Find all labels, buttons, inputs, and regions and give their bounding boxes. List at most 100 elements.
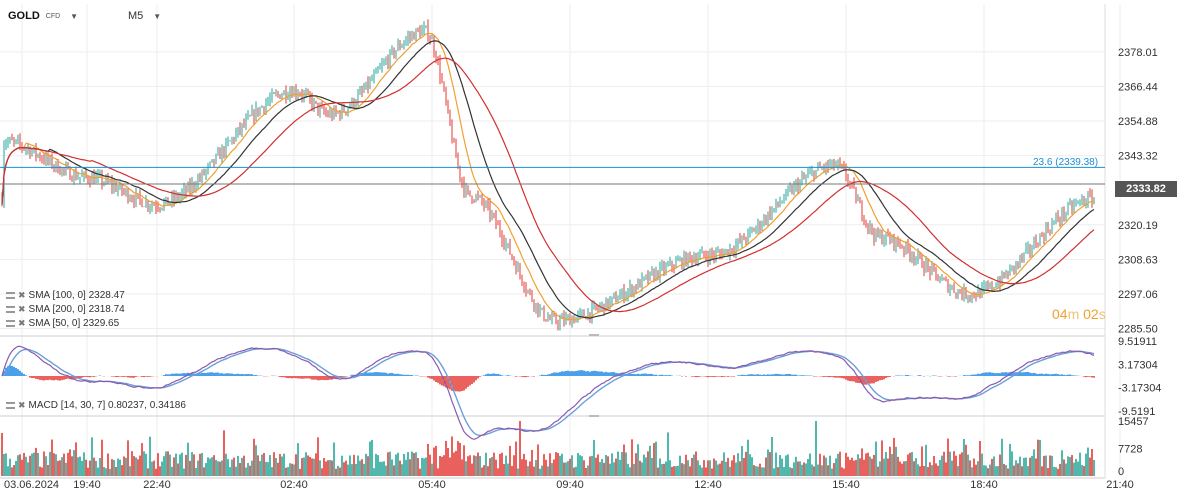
volume-bar <box>613 462 615 476</box>
volume-bar <box>795 456 797 476</box>
legend-sma-100[interactable]: ✖ SMA [100, 0] 2328.47 <box>6 290 125 301</box>
volume-bar <box>757 466 759 476</box>
volume-bar <box>881 440 883 476</box>
volume-bar <box>335 468 337 476</box>
volume-bar <box>169 454 171 476</box>
volume-bar <box>703 460 705 476</box>
volume-bar <box>805 463 807 476</box>
volume-bar <box>695 451 697 476</box>
volume-bar <box>539 468 541 476</box>
volume-bar <box>835 458 837 476</box>
volume-bar <box>637 444 639 476</box>
volume-bar <box>229 467 231 476</box>
volume-bar <box>631 439 633 476</box>
volume-bar <box>521 459 523 476</box>
volume-bar <box>223 430 225 476</box>
volume-bar <box>681 463 683 476</box>
volume-bar <box>923 465 925 476</box>
volume-bar <box>975 464 977 476</box>
volume-bar <box>887 458 889 476</box>
volume-bar <box>163 456 165 476</box>
indicator-settings-icon[interactable] <box>6 306 15 313</box>
volume-bar <box>945 462 947 476</box>
volume-bar <box>63 453 65 476</box>
volume-bar <box>991 458 993 476</box>
indicator-settings-icon[interactable] <box>6 292 15 299</box>
volume-bar <box>661 464 663 476</box>
volume-bar <box>697 460 699 476</box>
symbol-dropdown-icon[interactable]: ▼ <box>70 11 79 21</box>
volume-bar <box>431 463 433 476</box>
volume-bar <box>815 421 817 476</box>
indicator-settings-icon[interactable] <box>6 402 15 409</box>
volume-bar <box>211 457 213 476</box>
x-tick-label: 22:40 <box>143 479 171 491</box>
remove-indicator-icon[interactable]: ✖ <box>18 290 26 300</box>
x-tick-label: 09:40 <box>556 479 584 491</box>
volume-bar <box>801 464 803 476</box>
remove-indicator-icon[interactable]: ✖ <box>18 400 26 410</box>
volume-bar <box>167 451 169 476</box>
volume-bar <box>89 460 91 476</box>
volume-bar <box>27 462 29 476</box>
volume-bar <box>855 459 857 476</box>
volume-bar <box>977 461 979 476</box>
volume-bar <box>97 467 99 476</box>
volume-bar <box>279 454 281 476</box>
remove-indicator-icon[interactable]: ✖ <box>18 318 26 328</box>
legend-macd[interactable]: ✖ MACD [14, 30, 7] 0.80237, 0.34186 <box>6 400 186 411</box>
remove-indicator-icon[interactable]: ✖ <box>18 304 26 314</box>
volume-bar <box>233 457 235 476</box>
volume-bar <box>421 457 423 476</box>
volume-bar <box>853 460 855 476</box>
volume-bar <box>979 440 981 476</box>
volume-bar <box>209 458 211 476</box>
volume-bar <box>957 466 959 476</box>
timeframe-dropdown-icon[interactable]: ▼ <box>153 11 162 21</box>
volume-bar <box>399 460 401 476</box>
volume-bar <box>1065 463 1067 476</box>
legend-macd-label: MACD [14, 30, 7] 0.80237, 0.34186 <box>28 400 186 411</box>
volume-bar <box>663 463 665 476</box>
volume-bar <box>785 455 787 476</box>
volume-bar <box>731 460 733 476</box>
volume-bar <box>523 453 525 476</box>
volume-bar <box>257 455 259 476</box>
volume-bar <box>353 454 355 476</box>
volume-bar <box>193 454 195 476</box>
volume-bar <box>285 467 287 476</box>
volume-bar <box>1079 452 1081 476</box>
volume-bar <box>139 455 141 476</box>
volume-bar <box>591 455 593 476</box>
indicator-settings-icon[interactable] <box>6 320 15 327</box>
volume-bar <box>845 452 847 476</box>
volume-bar <box>707 460 709 476</box>
volume-bar <box>387 452 389 476</box>
volume-bar <box>95 460 97 476</box>
volume-bar <box>583 460 585 476</box>
price-tick-label: 2285.50 <box>1118 324 1158 336</box>
volume-bar <box>125 457 127 476</box>
volume-bar <box>927 467 929 476</box>
volume-tick-label: 7728 <box>1118 444 1142 456</box>
volume-bar <box>659 458 661 476</box>
price-tick-label: 2366.44 <box>1118 81 1158 93</box>
legend-sma-50[interactable]: ✖ SMA [50, 0] 2329.65 <box>6 318 119 329</box>
legend-sma-200[interactable]: ✖ SMA [200, 0] 2318.74 <box>6 304 125 315</box>
volume-bar <box>205 463 207 476</box>
volume-bar <box>547 466 549 476</box>
volume-bar <box>799 461 801 476</box>
timeframe-selector[interactable]: M5 ▼ <box>128 10 161 22</box>
volume-bar <box>515 441 517 476</box>
symbol-selector[interactable]: GOLD CFD ▼ <box>8 10 78 22</box>
volume-bar <box>179 454 181 476</box>
volume-bar <box>87 467 89 476</box>
volume-bar <box>767 449 769 476</box>
volume-bar <box>1063 459 1065 476</box>
volume-bar <box>325 461 327 476</box>
volume-bar <box>5 453 7 476</box>
volume-bar <box>69 449 71 476</box>
volume-bar <box>343 462 345 476</box>
